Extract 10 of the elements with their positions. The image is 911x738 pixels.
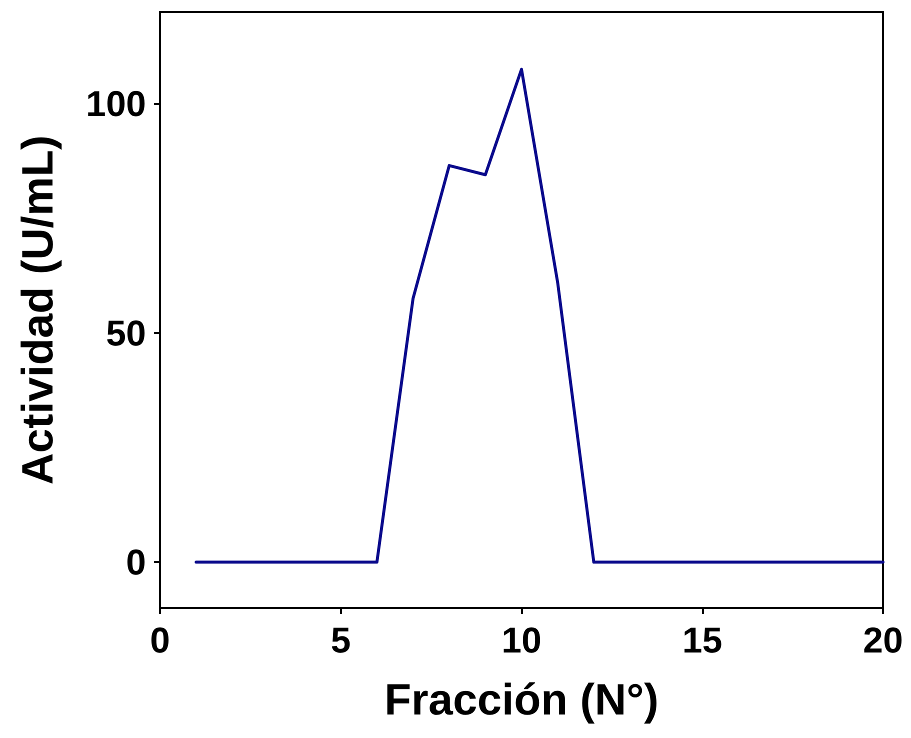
y-tick-label: 50 [106,312,146,354]
y-tick-label: 0 [126,542,146,583]
x-tick-label: 20 [862,620,904,660]
y-tick-label: 100 [86,83,146,124]
x-tick-label: 10 [501,620,542,660]
y-axis-title: Actividad (U/mL) [14,135,62,485]
x-tick-label: 15 [682,620,722,660]
line-series [194,68,884,564]
x-axis-title: Fracción (N°) [384,676,659,724]
x-tick-label: 5 [330,620,351,660]
